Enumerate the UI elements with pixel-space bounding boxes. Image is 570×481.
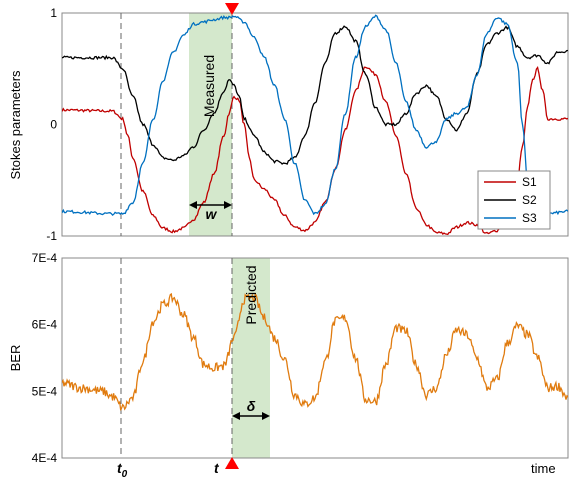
legend-label-s2: S2 [522, 193, 537, 207]
legend-label-s3: S3 [522, 211, 537, 225]
stokes-y-tick-label: 0 [50, 118, 57, 132]
legend-label-s1: S1 [522, 175, 537, 189]
t0-label: t0 [117, 460, 128, 480]
stokes-line-s3 [62, 14, 568, 216]
delta-arrow-head-right [262, 412, 270, 420]
time-label: time [531, 461, 556, 476]
delta-label: δ [247, 398, 256, 414]
delta-arrow-head-left [232, 412, 240, 420]
measured-label: Measured [201, 55, 217, 117]
ber-y-tick-label: 6E-4 [32, 318, 58, 332]
ber-y-tick-label: 4E-4 [32, 451, 58, 465]
measured-window [189, 13, 232, 236]
ber-y-tick-label: 7E-4 [32, 251, 58, 265]
stokes-y-tick-label: -1 [46, 229, 57, 243]
ber-y-axis-label: BER [8, 345, 23, 372]
w-arrow-head-left [189, 201, 197, 209]
w-label: w [206, 206, 218, 222]
predicted-label: Predicted [243, 265, 259, 324]
w-arrow-head-right [224, 201, 232, 209]
predicted-window [232, 258, 270, 458]
legend: S1 S2 S3 [477, 170, 551, 230]
ber-panel-frame [61, 257, 569, 459]
stokes-y-tick-label: 1 [50, 6, 57, 20]
stokes-y-axis-label: Stokes parameters [8, 70, 23, 180]
stokes-line-s1 [62, 65, 568, 236]
stokes-panel-frame [61, 12, 569, 237]
t-marker-top [225, 3, 239, 15]
ber-line [62, 292, 568, 411]
ber-y-tick-label: 5E-4 [32, 384, 58, 398]
t-label: t [214, 460, 220, 476]
t-marker-bottom [225, 457, 239, 469]
stokes-line-s2 [62, 25, 568, 165]
